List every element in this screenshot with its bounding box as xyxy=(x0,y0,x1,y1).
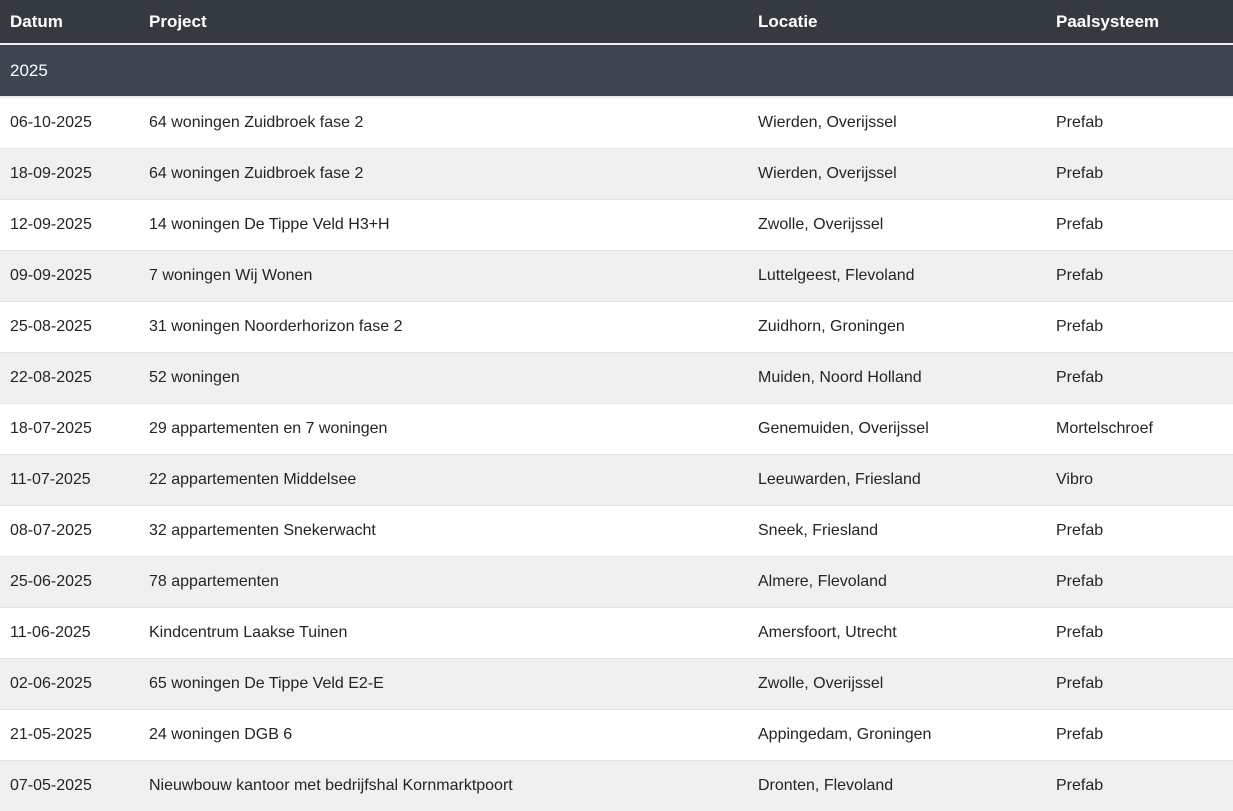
cell-locatie: Wierden, Overijssel xyxy=(748,97,1046,149)
table-row: 25-08-2025 31 woningen Noorderhorizon fas… xyxy=(0,301,1233,353)
cell-paalsysteem: Prefab xyxy=(1046,658,1233,710)
cell-locatie: Dronten, Flevoland xyxy=(748,760,1046,811)
cell-project: 32 appartementen Snekerwacht xyxy=(139,505,748,557)
cell-locatie: Amersfoort, Utrecht xyxy=(748,607,1046,659)
cell-project: Nieuwbouw kantoor met bedrijfshal Kornma… xyxy=(139,760,748,811)
cell-paalsysteem: Prefab xyxy=(1046,199,1233,251)
cell-locatie: Muiden, Noord Holland xyxy=(748,352,1046,404)
cell-locatie: Luttelgeest, Flevoland xyxy=(748,250,1046,302)
cell-datum: 11-06-2025 xyxy=(0,607,139,659)
year-group-label: 2025 xyxy=(0,44,1233,98)
column-header-project: Project xyxy=(139,0,748,45)
cell-locatie: Genemuiden, Overijssel xyxy=(748,403,1046,455)
cell-project: 64 woningen Zuidbroek fase 2 xyxy=(139,97,748,149)
cell-locatie: Zwolle, Overijssel xyxy=(748,658,1046,710)
cell-paalsysteem: Prefab xyxy=(1046,760,1233,811)
table-row: 07-05-2025 Nieuwbouw kantoor met bedrijfs… xyxy=(0,760,1233,811)
cell-project: 78 appartementen xyxy=(139,556,748,608)
table-row: 21-05-2025 24 woningen DGB 6 Appingedam, G… xyxy=(0,709,1233,761)
cell-project: Kindcentrum Laakse Tuinen xyxy=(139,607,748,659)
column-header-datum: Datum xyxy=(0,0,139,45)
table-header: Datum Project Locatie Paalsysteem xyxy=(0,0,1233,45)
table-row: 18-09-2025 64 woningen Zuidbroek fase 2 Wi… xyxy=(0,148,1233,200)
cell-datum: 02-06-2025 xyxy=(0,658,139,710)
cell-paalsysteem: Prefab xyxy=(1046,148,1233,200)
cell-project: 64 woningen Zuidbroek fase 2 xyxy=(139,148,748,200)
cell-paalsysteem: Prefab xyxy=(1046,556,1233,608)
cell-paalsysteem: Prefab xyxy=(1046,709,1233,761)
cell-paalsysteem: Vibro xyxy=(1046,454,1233,506)
table-row: 11-06-2025 Kindcentrum Laakse Tuinen Amers… xyxy=(0,607,1233,659)
cell-datum: 12-09-2025 xyxy=(0,199,139,251)
table-body: 2025 06-10-2025 64 woningen Zuidbroek fas… xyxy=(0,44,1233,811)
cell-datum: 25-06-2025 xyxy=(0,556,139,608)
cell-paalsysteem: Prefab xyxy=(1046,97,1233,149)
cell-project: 31 woningen Noorderhorizon fase 2 xyxy=(139,301,748,353)
cell-datum: 07-05-2025 xyxy=(0,760,139,811)
table-row: 18-07-2025 29 appartementen en 7 woningen… xyxy=(0,403,1233,455)
cell-locatie: Wierden, Overijssel xyxy=(748,148,1046,200)
cell-locatie: Zwolle, Overijssel xyxy=(748,199,1046,251)
cell-datum: 25-08-2025 xyxy=(0,301,139,353)
cell-datum: 21-05-2025 xyxy=(0,709,139,761)
cell-paalsysteem: Mortelschroef xyxy=(1046,403,1233,455)
cell-project: 65 woningen De Tippe Veld E2-E xyxy=(139,658,748,710)
table-header-row: Datum Project Locatie Paalsysteem xyxy=(0,0,1233,45)
table-row: 09-09-2025 7 woningen Wij Wonen Luttelgees… xyxy=(0,250,1233,302)
table-row: 08-07-2025 32 appartementen Snekerwacht Sn… xyxy=(0,505,1233,557)
table-row: 11-07-2025 22 appartementen Middelsee Leeu… xyxy=(0,454,1233,506)
cell-locatie: Appingedam, Groningen xyxy=(748,709,1046,761)
cell-project: 52 woningen xyxy=(139,352,748,404)
table-row: 12-09-2025 14 woningen De Tippe Veld H3+H… xyxy=(0,199,1233,251)
cell-paalsysteem: Prefab xyxy=(1046,607,1233,659)
cell-project: 7 woningen Wij Wonen xyxy=(139,250,748,302)
table-row: 22-08-2025 52 woningen Muiden, Noord Holla… xyxy=(0,352,1233,404)
cell-paalsysteem: Prefab xyxy=(1046,505,1233,557)
cell-locatie: Leeuwarden, Friesland xyxy=(748,454,1046,506)
cell-locatie: Almere, Flevoland xyxy=(748,556,1046,608)
cell-datum: 08-07-2025 xyxy=(0,505,139,557)
cell-datum: 09-09-2025 xyxy=(0,250,139,302)
column-header-locatie: Locatie xyxy=(748,0,1046,45)
year-group-row: 2025 xyxy=(0,44,1233,98)
cell-datum: 18-09-2025 xyxy=(0,148,139,200)
column-header-paalsysteem: Paalsysteem xyxy=(1046,0,1233,45)
cell-paalsysteem: Prefab xyxy=(1046,352,1233,404)
cell-datum: 06-10-2025 xyxy=(0,97,139,149)
cell-datum: 11-07-2025 xyxy=(0,454,139,506)
cell-datum: 18-07-2025 xyxy=(0,403,139,455)
cell-locatie: Sneek, Friesland xyxy=(748,505,1046,557)
cell-project: 22 appartementen Middelsee xyxy=(139,454,748,506)
cell-locatie: Zuidhorn, Groningen xyxy=(748,301,1046,353)
cell-paalsysteem: Prefab xyxy=(1046,250,1233,302)
cell-paalsysteem: Prefab xyxy=(1046,301,1233,353)
table-row: 02-06-2025 65 woningen De Tippe Veld E2-E… xyxy=(0,658,1233,710)
cell-project: 24 woningen DGB 6 xyxy=(139,709,748,761)
table-row: 06-10-2025 64 woningen Zuidbroek fase 2 Wi… xyxy=(0,97,1233,149)
cell-project: 14 woningen De Tippe Veld H3+H xyxy=(139,199,748,251)
cell-project: 29 appartementen en 7 woningen xyxy=(139,403,748,455)
table-row: 25-06-2025 78 appartementen Almere, Flevol… xyxy=(0,556,1233,608)
cell-datum: 22-08-2025 xyxy=(0,352,139,404)
